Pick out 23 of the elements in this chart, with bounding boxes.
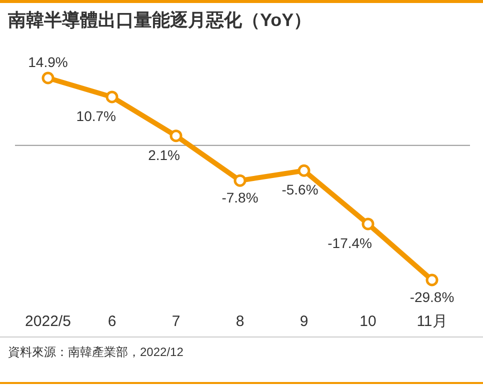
point (106, 90, 118, 104)
x-tick-label: 7 (172, 313, 180, 330)
point (170, 130, 182, 142)
data-label: 2.1% (148, 146, 180, 163)
x-tick-label: 8 (236, 313, 244, 330)
chart-title: 南韓半導體出口量能逐月惡化（YoY） (7, 10, 312, 30)
x-tick-label: 10 (360, 313, 376, 330)
data-label: -7.8% (222, 190, 258, 206)
data-label: -5.6% (282, 182, 318, 198)
point (362, 218, 374, 230)
data-label: -29.8% (410, 289, 454, 305)
x-tick-label: 6 (108, 313, 116, 330)
data-label: -17.4% (328, 234, 372, 251)
point (426, 274, 438, 286)
x-tick-label: 9 (300, 313, 308, 330)
point (298, 164, 310, 177)
source-note: 資料來源：南韓產業部，2022/12 (8, 345, 184, 359)
point (42, 72, 54, 84)
point (234, 174, 246, 187)
x-tick-label: 2022/5 (25, 313, 71, 330)
x-tick-label: 11月 (416, 313, 448, 330)
data-label: 14.9% (28, 54, 68, 70)
data-label: 10.7% (76, 108, 116, 124)
